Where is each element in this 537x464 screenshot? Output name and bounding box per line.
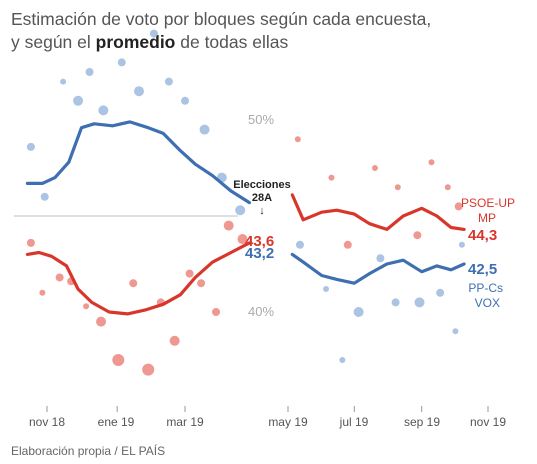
y-tick-50: 50% [248, 112, 274, 127]
poll-dot-pp-cs-vox [391, 298, 400, 307]
poll-dot-psoe-up [112, 354, 125, 366]
average-lines [25, 120, 466, 316]
poll-dot-pp-cs-vox [73, 95, 84, 106]
chart-labels: 50% 40% Elecciones 28A ↓ 43,6 43,2 PSOE-… [29, 112, 515, 429]
x-tick-nov18: nov 18 [29, 415, 65, 429]
poll-dot-psoe-up [83, 303, 90, 310]
poll-dot-psoe-up [212, 308, 221, 316]
poll-dot-pp-cs-vox [452, 328, 459, 335]
psoe-label-line2: MP [478, 211, 496, 225]
poll-dot-psoe-up [169, 335, 180, 346]
poll-dot-psoe-up [371, 165, 378, 171]
poll-dot-psoe-up [294, 136, 301, 143]
title-line-2-post: de todas ellas [175, 32, 289, 52]
title-line-2-pre: y según el [11, 32, 96, 52]
poll-dot-psoe-up [444, 184, 451, 191]
poll-dot-psoe-up [343, 240, 352, 249]
x-tick-nov19: nov 19 [470, 415, 506, 429]
chart-title: Estimación de voto por bloques según cad… [11, 8, 531, 54]
poll-dot-psoe-up [197, 279, 206, 288]
title-line-1: Estimación de voto por bloques según cad… [11, 9, 432, 29]
poll-dot-psoe-up [223, 220, 234, 231]
election-label-line2: 28A [252, 192, 272, 204]
poll-dot-psoe-up [413, 231, 422, 240]
x-tick-ene19: ene 19 [98, 415, 135, 429]
pp-label-line1: PP-Cs [468, 281, 503, 295]
poll-dot-pp-cs-vox [181, 96, 189, 105]
x-tick-mar19: mar 19 [166, 415, 204, 429]
poll-dot-pp-cs-vox [85, 68, 94, 76]
election-label-line1: Elecciones [233, 179, 290, 191]
psoe-result-left: 43,6 [245, 233, 274, 250]
poll-dot-pp-cs-vox [458, 241, 465, 248]
poll-dot-pp-cs-vox [295, 240, 304, 249]
poll-dot-pp-cs-vox [339, 357, 346, 363]
poll-dot-pp-cs-vox [26, 142, 35, 151]
poll-dot-pp-cs-vox [149, 29, 158, 38]
poll-dot-psoe-up [55, 273, 64, 282]
poll-dot-psoe-up [26, 238, 35, 247]
x-tick-marks [46, 406, 489, 412]
poll-dot-psoe-up [394, 184, 401, 191]
poll-dot-psoe-up [185, 269, 194, 278]
poll-dot-pp-cs-vox [376, 254, 385, 263]
pp-result-left: 43,2 [245, 245, 274, 262]
y-tick-40: 40% [248, 304, 274, 319]
poll-dot-pp-cs-vox [134, 86, 144, 97]
average-line-pp-cs-vox-after [290, 252, 466, 285]
average-line-pp-cs-vox-before [25, 120, 251, 205]
x-tick-jul19: jul 19 [339, 415, 369, 429]
x-tick-may19: may 19 [268, 415, 308, 429]
poll-dot-pp-cs-vox [40, 192, 49, 201]
poll-dot-psoe-up [39, 289, 46, 296]
poll-dot-psoe-up [129, 279, 138, 288]
psoe-result-right: 44,3 [468, 227, 497, 244]
poll-dot-psoe-up [328, 174, 335, 181]
poll-dot-psoe-up [237, 234, 248, 245]
poll-dot-pp-cs-vox [353, 307, 364, 317]
poll-dot-pp-cs-vox [164, 77, 173, 86]
election-arrow: ↓ [259, 205, 265, 217]
poll-dot-pp-cs-vox [117, 58, 126, 67]
poll-dot-psoe-up [96, 316, 107, 327]
poll-dot-pp-cs-vox [98, 105, 109, 116]
pp-result-right: 42,5 [468, 261, 497, 278]
poll-dot-psoe-up [428, 159, 435, 166]
poll-dot-pp-cs-vox [414, 297, 425, 308]
poll-dot-pp-cs-vox [199, 124, 210, 135]
poll-dot-psoe-up [142, 363, 155, 376]
poll-dots [26, 29, 465, 376]
source-credit: Elaboración propia / EL PAÍS [11, 444, 166, 458]
poll-dot-psoe-up [454, 202, 463, 211]
average-line-psoe-up-before [25, 241, 251, 316]
poll-dot-pp-cs-vox [60, 78, 67, 85]
average-line-psoe-up-after [290, 193, 466, 231]
poll-dot-pp-cs-vox [323, 285, 330, 292]
psoe-label-line1: PSOE-UP [461, 196, 515, 210]
x-tick-sep19: sep 19 [404, 415, 440, 429]
pp-label-line2: VOX [475, 296, 500, 310]
poll-dot-pp-cs-vox [436, 288, 445, 297]
poll-dot-pp-cs-vox [235, 205, 246, 216]
